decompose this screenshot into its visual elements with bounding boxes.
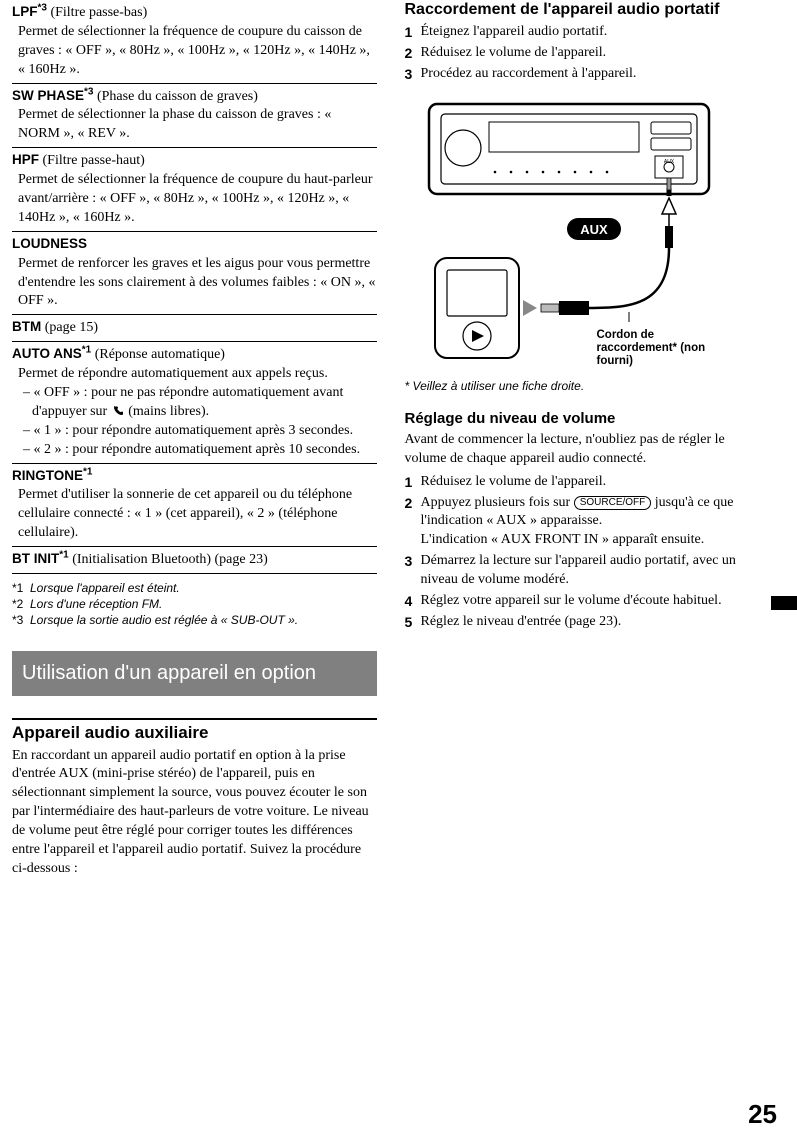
step-number: 5 <box>405 613 421 632</box>
footnote-text: Lors d'une réception FM. <box>30 596 162 612</box>
footnote-text: Lorsque la sortie audio est réglée à « S… <box>30 612 298 628</box>
aux-badge: AUX <box>580 222 608 237</box>
step: 1Éteignez l'appareil audio portatif. <box>405 23 770 42</box>
step-text: Réduisez le volume de l'appareil. <box>421 44 770 63</box>
section-heading-bar: Utilisation d'un appareil en option <box>12 651 377 696</box>
setting-super: *1 <box>59 550 68 561</box>
setting-super: *1 <box>82 345 91 356</box>
footnote-key: *1 <box>12 580 30 596</box>
step-text: Éteignez l'appareil audio portatif. <box>421 23 770 42</box>
setting-block: BT INIT*1 (Initialisation Bluetooth) (pa… <box>12 547 377 574</box>
step: 5Réglez le niveau d'entrée (page 23). <box>405 613 770 632</box>
setting-title: RINGTONE <box>12 468 83 483</box>
setting-sublist-item: – « 1 » : pour répondre automatiquement … <box>18 422 377 441</box>
setting-sublist-item: – « OFF » : pour ne pas répondre automat… <box>18 384 377 422</box>
setting-title: BT INIT <box>12 551 59 566</box>
aux-body-text: En raccordant un appareil audio portatif… <box>12 747 377 879</box>
setting-title: AUTO ANS <box>12 346 82 361</box>
connection-diagram: AUX AUX <box>419 96 770 369</box>
step-number: 1 <box>405 23 421 42</box>
aux-heading: Appareil audio auxiliaire <box>12 718 377 745</box>
setting-description: Permet de sélectionner la fréquence de c… <box>12 171 377 228</box>
setting-block: LPF*3 (Filtre passe-bas)Permet de sélect… <box>12 0 377 84</box>
setting-block: BTM (page 15) <box>12 315 377 342</box>
diagram-svg: AUX AUX <box>419 96 739 366</box>
setting-subtitle: (Phase du caisson de graves) <box>93 89 257 104</box>
setting-subtitle: (Réponse automatique) <box>91 347 225 362</box>
step: 3Démarrez la lecture sur l'appareil audi… <box>405 552 770 590</box>
right-column: Raccordement de l'appareil audio portati… <box>405 0 770 879</box>
setting-block: RINGTONE*1Permet d'utiliser la sonnerie … <box>12 464 377 548</box>
setting-title: LOUDNESS <box>12 236 87 251</box>
step: 1Réduisez le volume de l'appareil. <box>405 473 770 492</box>
volume-intro: Avant de commencer la lecture, n'oubliez… <box>405 431 770 469</box>
setting-subtitle: (Initialisation Bluetooth) (page 23) <box>69 552 268 567</box>
setting-heading: AUTO ANS*1 (Réponse automatique) <box>12 345 377 365</box>
step-number: 1 <box>405 473 421 492</box>
setting-block: SW PHASE*3 (Phase du caisson de graves)P… <box>12 84 377 149</box>
setting-heading: BTM (page 15) <box>12 318 377 338</box>
step: 3Procédez au raccordement à l'appareil. <box>405 65 770 84</box>
setting-title: HPF <box>12 152 39 167</box>
setting-block: LOUDNESS Permet de renforcer les graves e… <box>12 232 377 316</box>
page-number: 25 <box>748 1097 777 1132</box>
handsfree-icon <box>111 405 125 417</box>
step: 2Appuyez plusieurs fois sur SOURCE/OFF j… <box>405 494 770 551</box>
setting-title: BTM <box>12 319 41 334</box>
setting-heading: SW PHASE*3 (Phase du caisson de graves) <box>12 87 377 107</box>
setting-block: HPF (Filtre passe-haut)Permet de sélecti… <box>12 148 377 232</box>
footnote: *1Lorsque l'appareil est éteint. <box>12 580 377 596</box>
setting-super: *3 <box>38 2 47 13</box>
step-text: Réglez votre appareil sur le volume d'éc… <box>421 592 770 611</box>
setting-subtitle: (page 15) <box>41 320 98 335</box>
footnote-text: Lorsque l'appareil est éteint. <box>30 580 180 596</box>
volume-steps: 1Réduisez le volume de l'appareil.2Appuy… <box>405 473 770 632</box>
footnotes: *1Lorsque l'appareil est éteint.*2Lors d… <box>12 580 377 629</box>
connect-heading: Raccordement de l'appareil audio portati… <box>405 0 770 19</box>
step-text: Réglez le niveau d'entrée (page 23). <box>421 613 770 632</box>
setting-sublist-item: – « 2 » : pour répondre automatiquement … <box>18 441 377 460</box>
setting-title: SW PHASE <box>12 88 84 103</box>
step: 2Réduisez le volume de l'appareil. <box>405 44 770 63</box>
step: 4Réglez votre appareil sur le volume d'é… <box>405 592 770 611</box>
step-text: Démarrez la lecture sur l'appareil audio… <box>421 552 770 590</box>
volume-heading: Réglage du niveau de volume <box>405 409 770 429</box>
setting-heading: BT INIT*1 (Initialisation Bluetooth) (pa… <box>12 550 377 570</box>
setting-block: AUTO ANS*1 (Réponse automatique)Permet d… <box>12 342 377 463</box>
setting-description: Permet de répondre automatiquement aux a… <box>12 365 377 384</box>
step-number: 2 <box>405 494 421 551</box>
setting-sublist: – « OFF » : pour ne pas répondre automat… <box>12 384 377 460</box>
setting-subtitle: (Filtre passe-haut) <box>39 153 145 168</box>
step-number: 3 <box>405 552 421 590</box>
aux-jack-label: AUX <box>663 159 674 165</box>
setting-heading: LPF*3 (Filtre passe-bas) <box>12 3 377 23</box>
connect-steps: 1Éteignez l'appareil audio portatif.2Réd… <box>405 23 770 84</box>
setting-description: Permet de sélectionner la fréquence de c… <box>12 23 377 80</box>
setting-description: Permet d'utiliser la sonnerie de cet app… <box>12 486 377 543</box>
footnote: *2Lors d'une réception FM. <box>12 596 377 612</box>
setting-heading: LOUDNESS <box>12 235 377 255</box>
settings-list: LPF*3 (Filtre passe-bas)Permet de sélect… <box>12 0 377 574</box>
setting-super: *1 <box>83 466 92 477</box>
footnote: *3Lorsque la sortie audio est réglée à «… <box>12 612 377 628</box>
setting-title: LPF <box>12 4 38 19</box>
step-text: Procédez au raccordement à l'appareil. <box>421 65 770 84</box>
source-off-button-label: SOURCE/OFF <box>574 496 652 510</box>
footnote-key: *3 <box>12 612 30 628</box>
side-tab-marker <box>771 596 797 610</box>
step-number: 3 <box>405 65 421 84</box>
step-number: 4 <box>405 592 421 611</box>
step-text: Réduisez le volume de l'appareil. <box>421 473 770 492</box>
setting-subtitle: (Filtre passe-bas) <box>47 5 147 20</box>
setting-heading: RINGTONE*1 <box>12 467 377 487</box>
plug-note: * Veillez à utiliser une fiche droite. <box>405 378 770 394</box>
setting-heading: HPF (Filtre passe-haut) <box>12 151 377 171</box>
setting-description: Permet de renforcer les graves et les ai… <box>12 255 377 312</box>
left-column: LPF*3 (Filtre passe-bas)Permet de sélect… <box>12 0 377 879</box>
setting-description: Permet de sélectionner la phase du caiss… <box>12 106 377 144</box>
footnote-key: *2 <box>12 596 30 612</box>
step-text: Appuyez plusieurs fois sur SOURCE/OFF ju… <box>421 494 770 551</box>
step-number: 2 <box>405 44 421 63</box>
